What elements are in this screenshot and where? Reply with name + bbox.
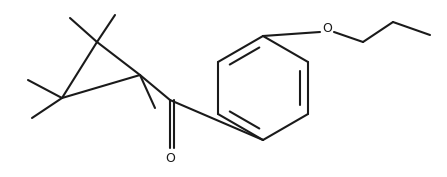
Text: O: O — [165, 152, 175, 164]
Text: O: O — [322, 21, 332, 35]
